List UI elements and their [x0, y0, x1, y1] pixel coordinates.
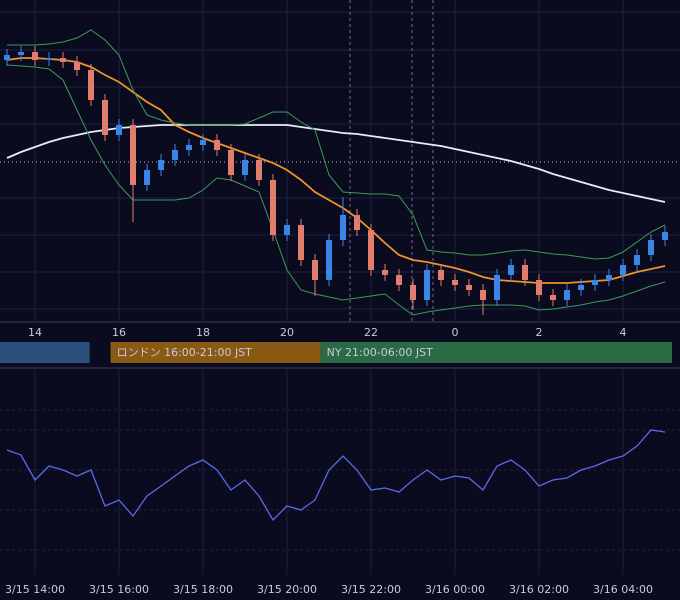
candle-body	[284, 225, 290, 235]
candle-body	[368, 230, 374, 270]
candle-body	[606, 275, 612, 280]
candle-body	[214, 140, 220, 150]
candle-body	[172, 150, 178, 160]
candle-body	[466, 285, 472, 290]
x-tick-label: 3/16 00:00	[425, 583, 485, 596]
candle-body	[508, 265, 514, 275]
x-tick-label: 3/15 16:00	[89, 583, 149, 596]
indicator-line	[7, 29, 666, 260]
candle-body	[424, 270, 430, 300]
candle-body	[410, 285, 416, 300]
x-tick-label: 3/16 04:00	[593, 583, 653, 596]
price-grid	[0, 0, 680, 551]
x-tick-label: 14	[28, 326, 42, 339]
candle-body	[382, 270, 388, 275]
candle-body	[116, 125, 122, 135]
candle-body	[18, 52, 24, 55]
oscillator-line	[6, 429, 666, 522]
x-tick-label: 16	[112, 326, 126, 339]
session-label: ロンドン 16:00-21:00 JST	[117, 346, 253, 359]
candle-body	[130, 125, 136, 185]
indicator-line	[6, 64, 666, 316]
session-bar	[320, 342, 672, 363]
x-tick-label: 2	[536, 326, 543, 339]
candle-body	[88, 70, 94, 100]
candle-body	[144, 170, 150, 185]
candle-body	[158, 160, 164, 170]
candle-body	[200, 140, 206, 145]
candle-body	[592, 280, 598, 285]
candle-body	[564, 290, 570, 300]
candle-body	[102, 100, 108, 135]
candle-body	[312, 260, 318, 280]
x-tick-label: 3/15 14:00	[5, 583, 65, 596]
x-tick-label: 3/15 22:00	[341, 583, 401, 596]
candle-body	[354, 215, 360, 230]
candle-body	[228, 150, 234, 175]
candle-body	[662, 232, 668, 240]
candle-body	[4, 55, 10, 60]
candle-body	[620, 265, 626, 275]
candle-body	[634, 255, 640, 265]
candle-body	[60, 58, 66, 62]
candle-body	[46, 58, 52, 60]
candle-body	[550, 295, 556, 300]
session-label: NY 21:00-06:00 JST	[327, 346, 434, 359]
session-bar	[0, 342, 90, 363]
candle-body	[438, 270, 444, 280]
x-tick-label: 18	[196, 326, 210, 339]
candle-body	[648, 240, 654, 255]
candle-body	[452, 280, 458, 285]
candle-body	[494, 275, 500, 300]
candle-body	[340, 215, 346, 240]
candle-body	[186, 145, 192, 150]
x-tick-label: 3/15 20:00	[257, 583, 317, 596]
x-tick-label: 22	[364, 326, 378, 339]
x-tick-label: 3/16 02:00	[509, 583, 569, 596]
session-bar	[110, 342, 321, 363]
x-tick-label: 3/15 18:00	[173, 583, 233, 596]
candle-body	[242, 160, 248, 175]
candle-body	[270, 180, 276, 235]
candle-body	[536, 280, 542, 295]
candle-body	[32, 52, 38, 60]
x-tick-label: 0	[452, 326, 459, 339]
candle-body	[578, 285, 584, 290]
indicator-line	[6, 57, 666, 284]
candle-body	[298, 225, 304, 260]
x-tick-label: 4	[620, 326, 627, 339]
x-tick-label: 20	[280, 326, 294, 339]
candle-body	[74, 62, 80, 70]
candle-body	[396, 275, 402, 285]
candle-body	[522, 265, 528, 280]
candle-body	[326, 240, 332, 280]
candle-body	[480, 290, 486, 300]
candle-body	[256, 160, 262, 180]
